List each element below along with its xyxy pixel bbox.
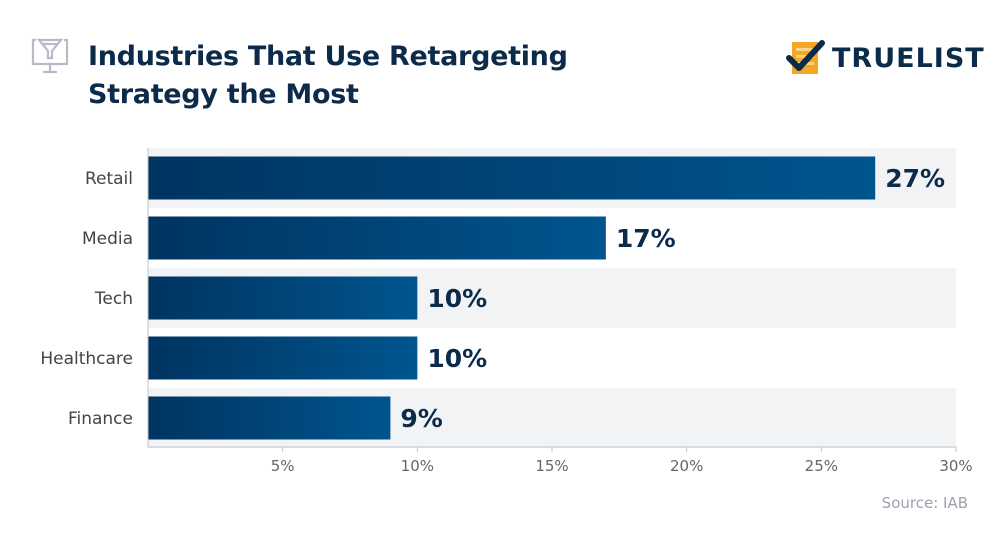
source-note: Source: IAB [881, 494, 968, 512]
category-label: Tech [94, 289, 133, 309]
x-tick-label: 25% [805, 457, 838, 475]
category-label: Finance [68, 409, 133, 429]
x-tick-label: 10% [401, 457, 434, 475]
value-label: 10% [427, 284, 487, 313]
logo-text: TRUELIST [832, 42, 985, 74]
x-tick-label: 15% [535, 457, 568, 475]
title-line-1: Industries That Use Retargeting [88, 41, 568, 72]
title-line-2: Strategy the Most [88, 79, 359, 110]
bar-finance [148, 396, 391, 440]
value-label: 17% [616, 224, 676, 253]
value-label: 9% [400, 404, 442, 433]
funnel-monitor-icon [30, 36, 70, 80]
value-label: 10% [427, 344, 487, 373]
value-label: 27% [885, 164, 945, 193]
category-label: Retail [85, 169, 133, 189]
checklist-logo-icon [786, 40, 825, 74]
x-tick-label: 20% [670, 457, 703, 475]
category-label: Media [82, 229, 133, 249]
bar-retail [148, 156, 876, 200]
bar-healthcare [148, 336, 418, 380]
x-tick-label: 30% [939, 457, 972, 475]
bar-tech [148, 276, 418, 320]
x-tick-label: 5% [271, 457, 295, 475]
chart-title: Industries That Use Retargeting Strategy… [88, 38, 568, 114]
truelist-logo: TRUELIST [786, 40, 985, 76]
category-label: Healthcare [40, 349, 133, 369]
bar-media [148, 216, 606, 260]
